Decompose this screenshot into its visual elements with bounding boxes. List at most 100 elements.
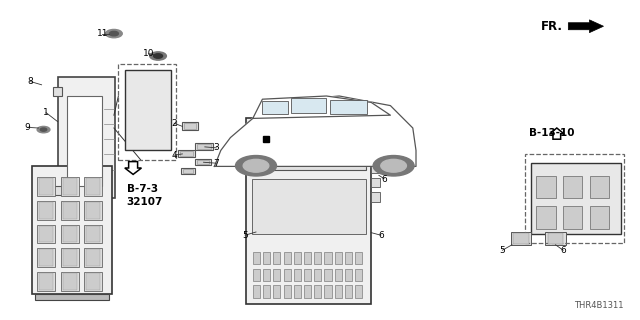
Circle shape xyxy=(154,54,163,58)
Bar xyxy=(61,225,79,243)
Bar xyxy=(355,285,362,298)
Bar xyxy=(184,123,196,129)
FancyArrow shape xyxy=(550,128,564,139)
Text: 5: 5 xyxy=(243,231,248,240)
Text: 6: 6 xyxy=(381,175,387,184)
Circle shape xyxy=(150,52,166,60)
Bar xyxy=(324,252,332,264)
Circle shape xyxy=(373,156,414,176)
Text: B-7-3
32107: B-7-3 32107 xyxy=(127,184,163,207)
Bar xyxy=(197,160,209,164)
Bar xyxy=(590,176,609,198)
Bar xyxy=(37,272,55,291)
Bar xyxy=(63,226,77,242)
Bar xyxy=(314,269,321,281)
Bar xyxy=(263,252,270,264)
Bar xyxy=(511,232,531,245)
Bar xyxy=(58,77,115,198)
Bar xyxy=(284,252,291,264)
Bar xyxy=(195,143,213,150)
Bar xyxy=(304,285,311,298)
Bar xyxy=(53,186,62,195)
Bar xyxy=(86,249,100,266)
Bar xyxy=(314,252,321,264)
Bar xyxy=(39,178,53,195)
Bar xyxy=(253,269,260,281)
Bar xyxy=(84,272,102,291)
Bar xyxy=(86,273,100,290)
Bar xyxy=(252,179,366,234)
Bar xyxy=(545,232,566,245)
Text: 9: 9 xyxy=(25,123,30,132)
Bar xyxy=(86,178,100,195)
Bar xyxy=(263,269,270,281)
Text: 6: 6 xyxy=(378,231,383,240)
Bar xyxy=(304,269,311,281)
Text: 6: 6 xyxy=(561,246,566,255)
Bar xyxy=(355,252,362,264)
Text: FR.: FR. xyxy=(541,20,563,33)
Bar xyxy=(37,201,55,220)
Bar xyxy=(273,252,280,264)
Text: 4: 4 xyxy=(172,151,177,160)
Bar xyxy=(525,154,624,243)
Bar xyxy=(263,285,270,298)
Bar xyxy=(294,269,301,281)
Text: 10: 10 xyxy=(143,49,154,58)
Bar xyxy=(335,285,342,298)
Bar xyxy=(37,225,55,243)
Text: 5: 5 xyxy=(500,246,505,255)
Bar xyxy=(178,150,195,157)
Text: 8: 8 xyxy=(28,77,33,86)
Bar xyxy=(63,202,77,219)
Circle shape xyxy=(40,128,47,131)
Circle shape xyxy=(109,31,118,36)
Text: THR4B1311: THR4B1311 xyxy=(575,301,624,310)
Bar xyxy=(39,273,53,290)
Bar xyxy=(273,285,280,298)
Bar xyxy=(197,144,211,149)
Bar xyxy=(335,269,342,281)
Bar xyxy=(84,201,102,220)
Bar xyxy=(330,100,367,114)
Circle shape xyxy=(106,29,122,38)
Bar xyxy=(63,273,77,290)
Text: 11: 11 xyxy=(97,29,108,38)
FancyArrow shape xyxy=(568,20,604,33)
Bar xyxy=(84,248,102,267)
Bar xyxy=(345,269,352,281)
Bar xyxy=(324,285,332,298)
Circle shape xyxy=(381,159,406,172)
Bar xyxy=(63,249,77,266)
Bar xyxy=(273,269,280,281)
Bar xyxy=(84,177,102,196)
Bar xyxy=(39,249,53,266)
Bar xyxy=(39,202,53,219)
Circle shape xyxy=(243,159,269,172)
Bar xyxy=(180,151,193,156)
Bar xyxy=(37,177,55,196)
Bar xyxy=(536,206,556,229)
Bar xyxy=(262,101,288,114)
Bar xyxy=(252,125,366,170)
Bar xyxy=(67,96,102,186)
Bar xyxy=(371,178,380,187)
Bar xyxy=(125,70,171,150)
Bar xyxy=(294,252,301,264)
Bar xyxy=(294,285,301,298)
Text: 1: 1 xyxy=(44,108,49,117)
Bar xyxy=(61,272,79,291)
Text: B-13-10: B-13-10 xyxy=(529,128,575,138)
Bar xyxy=(531,163,621,234)
Text: 3: 3 xyxy=(214,143,219,152)
Bar xyxy=(563,176,582,198)
Bar xyxy=(61,248,79,267)
Bar xyxy=(345,252,352,264)
Bar xyxy=(246,118,371,304)
Bar xyxy=(548,233,563,244)
Bar xyxy=(253,285,260,298)
Polygon shape xyxy=(253,96,390,118)
Bar xyxy=(39,226,53,242)
Bar xyxy=(590,206,609,229)
Bar xyxy=(563,206,582,229)
